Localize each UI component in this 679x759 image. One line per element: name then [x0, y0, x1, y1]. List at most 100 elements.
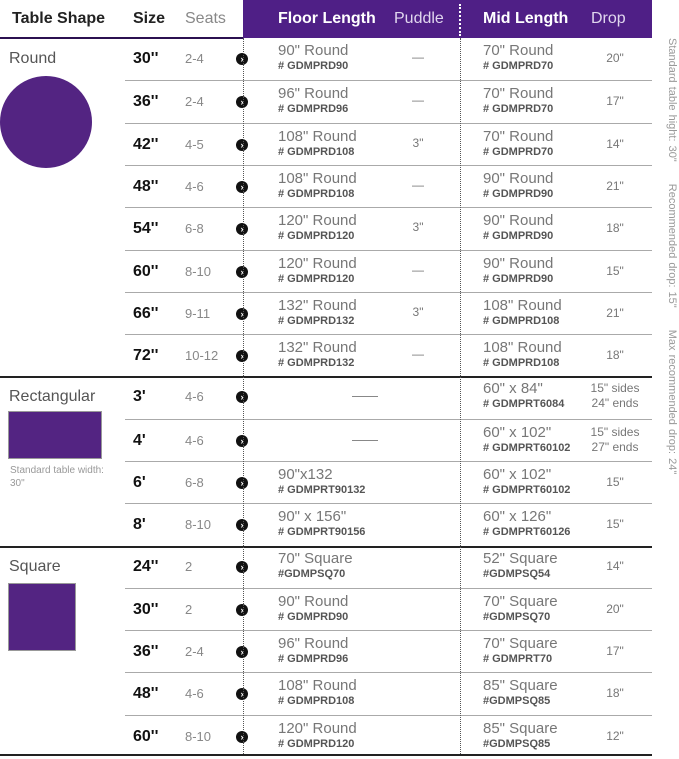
- floor-length-name: 120" Round: [278, 254, 357, 272]
- chevron-right-icon[interactable]: ›: [236, 53, 248, 65]
- drop-value: 21": [585, 179, 645, 194]
- size-value: 60'': [133, 262, 159, 280]
- drop-value: 14": [585, 137, 645, 152]
- size-value: 6': [133, 473, 146, 491]
- seats-value: 9-11: [185, 305, 211, 321]
- header-seats: Seats: [185, 10, 226, 27]
- floor-length-item: 120" Round # GDMPRD120: [278, 720, 357, 752]
- mid-length-item: 70" Round # GDMPRD70: [483, 85, 553, 117]
- seats-value: 2-4: [185, 644, 204, 660]
- drop-value: 20": [585, 602, 645, 617]
- table-row: 72'' 10-12 › 132" Round # GDMPRD132 — 108" Rou…: [125, 334, 652, 376]
- floor-length-code: # GDMPRD120: [278, 272, 355, 285]
- seats-value: 4-6: [185, 432, 204, 448]
- side-note-height: Standard table hight: 30": [666, 38, 678, 162]
- chevron-right-icon[interactable]: ›: [236, 730, 248, 743]
- mid-length-name: 60" x 84": [483, 380, 543, 398]
- mid-length-item: 60" x 102" # GDMPRT60102: [483, 424, 570, 456]
- mid-length-name: 70" Round: [483, 127, 554, 145]
- mid-length-item: 85" Square #GDMPSQ85: [483, 720, 558, 752]
- chevron-right-icon[interactable]: ›: [236, 350, 248, 363]
- mid-length-code: #GDMPSQ54: [483, 567, 551, 580]
- drop-value: 12": [585, 729, 645, 744]
- floor-length-code: # GDMPRD108: [278, 145, 355, 158]
- mid-length-item: 70" Square #GDMPSQ70: [483, 593, 558, 625]
- chevron-right-icon[interactable]: ›: [236, 560, 248, 573]
- group-name: Square: [9, 557, 61, 575]
- mid-length-name: 70" Round: [483, 85, 554, 103]
- drop-value: 15" sides 27" ends: [585, 425, 645, 455]
- floor-length-code: # GDMPRD96: [278, 653, 349, 666]
- size-value: 8': [133, 516, 146, 534]
- header-size: Size: [133, 10, 166, 27]
- mid-length-name: 70" Square: [483, 592, 558, 610]
- drop-line: 24" ends: [591, 396, 639, 411]
- mid-length-name: 70" Round: [483, 42, 554, 59]
- floor-length-code: # GDMPRD90: [278, 60, 349, 72]
- header-band: [243, 0, 652, 38]
- floor-length-code: # GDMPRD120: [278, 230, 355, 243]
- size-value: 36'': [133, 93, 159, 111]
- mid-length-code: # GDMPRD70: [483, 60, 554, 72]
- side-notes: Standard table hight: 30" Recommended dr…: [666, 38, 678, 758]
- drop-line: 17": [606, 94, 624, 109]
- shape-note: Standard table width: 30": [10, 465, 104, 490]
- puddle-value: —: [412, 50, 424, 64]
- drop-line: 12": [606, 728, 624, 743]
- side-note-recommended-drop: Recommended drop: 15": [666, 183, 678, 308]
- floor-length-item: 108" Round # GDMPRD108: [278, 128, 357, 160]
- size-value: 42'': [133, 135, 159, 153]
- floor-length-code: # GDMPRD108: [278, 187, 355, 200]
- table-row: 60'' 8-10 › 120" Round # GDMPRD120 — 90" Round…: [125, 249, 652, 292]
- mid-length-code: # GDMPRD90: [483, 230, 554, 243]
- drop-line: 15": [606, 474, 624, 489]
- chevron-right-icon[interactable]: ›: [236, 307, 248, 320]
- floor-length-code: # GDMPRD120: [278, 737, 355, 750]
- mid-length-item: 60" x 102" # GDMPRT60102: [483, 466, 570, 498]
- chevron-right-icon[interactable]: ›: [236, 223, 248, 236]
- mid-length-item: 90" Round # GDMPRD90: [483, 212, 553, 244]
- size-value: 54'': [133, 220, 159, 238]
- table-row: 30'' 2-4 › 90" Round # GDMPRD90—70" Round # G…: [125, 38, 652, 80]
- floor-length-item: 132" Round # GDMPRD132: [278, 297, 357, 329]
- chevron-right-icon[interactable]: ›: [236, 265, 248, 278]
- chevron-right-icon[interactable]: ›: [236, 434, 248, 447]
- drop-value: 15" sides 24" ends: [585, 381, 645, 411]
- floor-length-code: # GDMPRT90132: [278, 483, 366, 496]
- chevron-right-icon[interactable]: ›: [236, 476, 248, 489]
- puddle-value: —: [412, 262, 424, 277]
- chevron-right-icon[interactable]: ›: [236, 646, 248, 659]
- chevron-right-icon[interactable]: ›: [236, 138, 248, 151]
- chevron-right-icon[interactable]: ›: [236, 603, 248, 616]
- table-row: 60'' 8-10 › 120" Round # GDMPRD120 85" Square…: [125, 714, 652, 757]
- chevron-right-icon[interactable]: ›: [236, 519, 248, 532]
- floor-length-item: 120" Round # GDMPRD120: [278, 255, 357, 287]
- drop-line: 15": [606, 517, 624, 532]
- drop-line: 15" sides: [590, 424, 640, 439]
- drop-line: 14": [606, 558, 624, 573]
- mid-length-code: # GDMPRT6084: [483, 398, 565, 411]
- table-row: 6' 6-8 › 90"x132 # GDMPRT90132 60" x 102" # GD…: [125, 460, 652, 503]
- mid-length-code: #GDMPSQ85: [483, 737, 551, 750]
- mid-length-name: 90" Round: [483, 169, 554, 187]
- floor-length-name: 90" Round: [278, 592, 349, 610]
- floor-length-code: # GDMPRD132: [278, 314, 355, 327]
- chevron-right-icon[interactable]: ›: [236, 96, 248, 109]
- floor-length-empty: ——: [352, 431, 378, 447]
- chevron-right-icon[interactable]: ›: [236, 180, 248, 193]
- mid-length-item: 90" Round # GDMPRD90: [483, 170, 553, 202]
- size-value: 30'': [133, 600, 159, 618]
- floor-length-item: 90" x 156" # GDMPRT90156: [278, 508, 365, 540]
- drop-value: 18": [585, 348, 645, 363]
- floor-length-item: 108" Round # GDMPRD108: [278, 677, 357, 709]
- seats-value: 2-4: [185, 51, 204, 66]
- seats-value: 10-12: [185, 348, 219, 364]
- puddle-value: —: [412, 93, 424, 108]
- floor-length-item: 108" Round # GDMPRD108: [278, 170, 357, 202]
- chevron-right-icon[interactable]: ›: [236, 688, 248, 701]
- drop-line: 18": [606, 686, 624, 701]
- floor-length-item: 70" Square #GDMPSQ70: [278, 550, 353, 582]
- floor-length-item: 132" Round # GDMPRD132: [278, 339, 357, 371]
- drop-line: 18": [606, 348, 624, 363]
- chevron-right-icon[interactable]: ›: [236, 391, 248, 404]
